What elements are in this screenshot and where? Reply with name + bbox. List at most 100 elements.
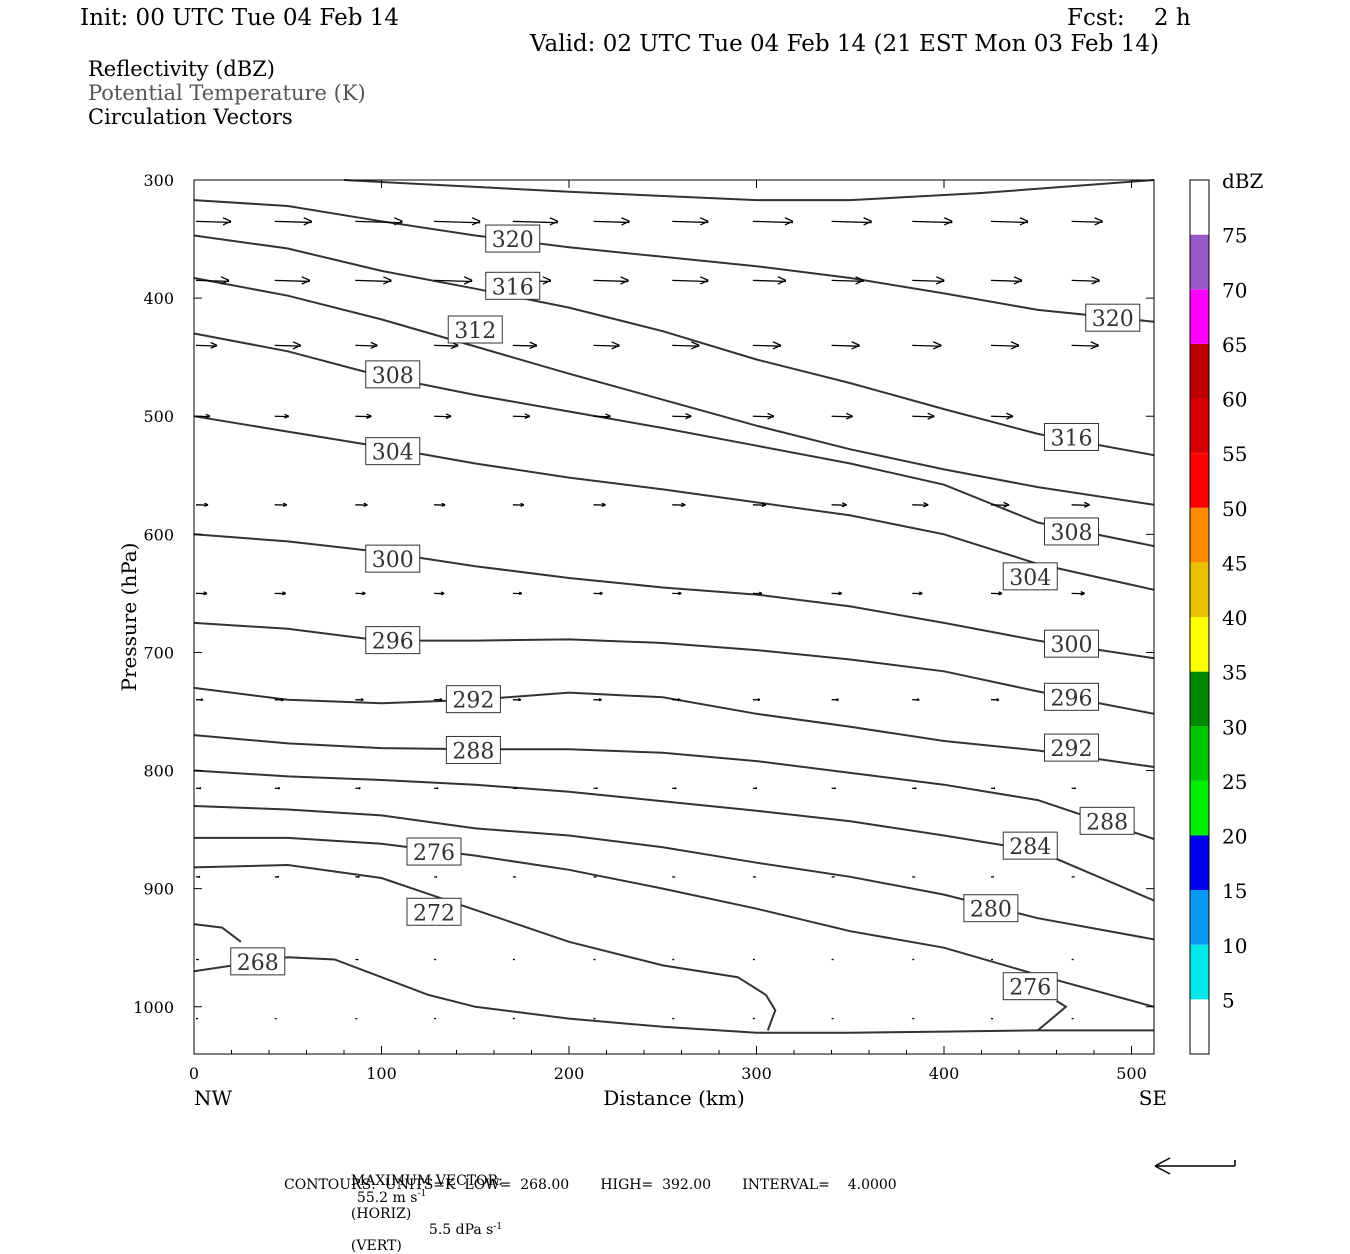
x-tick-label: 300 (741, 1064, 772, 1083)
circulation-vector (991, 342, 1019, 349)
circulation-vector (912, 277, 944, 284)
circulation-vector (753, 413, 774, 419)
circulation-vector (513, 788, 517, 789)
circulation-vector (594, 699, 602, 701)
contour-label: 268 (231, 948, 285, 976)
contour-label: 276 (407, 838, 461, 866)
colorbar-segment (1190, 672, 1209, 727)
contour-label: 300 (1045, 630, 1099, 658)
colorbar-label: 25 (1222, 770, 1247, 794)
circulation-vector (991, 788, 995, 789)
circulation-vector (594, 218, 630, 225)
circulation-vector (196, 592, 207, 595)
max-vector-caption: MAXIMUM VECTOR: 55.2 m s-1 (HORIZ) 5.5 d… (342, 1157, 503, 1254)
svg-text:296: 296 (372, 630, 414, 655)
circulation-vector (753, 277, 786, 284)
svg-text:292: 292 (452, 689, 494, 714)
max-vector-vert-value: 5.5 dPa s (429, 1222, 493, 1238)
circulation-vector (753, 788, 757, 789)
circulation-vector (434, 218, 480, 225)
circulation-vector (513, 699, 521, 701)
contour-labels-layer: 3203163123083043002962922882762722683203… (231, 225, 1140, 1001)
circulation-vector (672, 414, 691, 419)
svg-text:304: 304 (1009, 566, 1051, 591)
x-axis-label: Distance (km) (603, 1086, 745, 1110)
circulation-vector (275, 414, 289, 418)
field-reflectivity: Reflectivity (dBZ) (88, 57, 275, 81)
contour-label: 316 (486, 272, 540, 300)
contour-line-268 (194, 924, 241, 942)
forecast-hour: Fcst: 2 h (1067, 5, 1191, 31)
contour-label: 296 (1045, 683, 1099, 711)
circulation-vector (832, 699, 839, 701)
circulation-vector (513, 218, 558, 225)
circulation-vector (753, 218, 793, 225)
x-tick-label: 0 (189, 1064, 199, 1083)
circulation-vector (594, 277, 629, 284)
colorbar-segment (1190, 562, 1209, 617)
x-tick-label: 100 (366, 1064, 397, 1083)
colorbar-segment (1190, 945, 1209, 1000)
circulation-vector (912, 503, 928, 507)
svg-text:296: 296 (1051, 686, 1093, 711)
circulation-vector (275, 876, 279, 877)
circulation-vector (196, 699, 203, 701)
y-tick-label: 900 (143, 880, 174, 899)
circulation-vector (1072, 342, 1099, 349)
y-tick-label: 600 (143, 525, 174, 544)
circulation-vector (434, 592, 444, 595)
contour-label: 276 (1003, 973, 1057, 1001)
contour-line-288 (194, 735, 1154, 839)
circulation-vector (1072, 592, 1085, 596)
svg-text:300: 300 (1051, 633, 1093, 658)
x-tick-label: 400 (929, 1064, 960, 1083)
contour-label: 288 (446, 736, 500, 764)
circulation-vector (672, 277, 708, 284)
contour-label: 312 (448, 316, 502, 344)
circulation-vector (672, 503, 685, 507)
circulation-vector (275, 503, 287, 506)
svg-text:284: 284 (1009, 835, 1051, 860)
circulation-vector (991, 592, 1002, 595)
colorbar-segment (1190, 617, 1209, 672)
y-tick-label: 500 (143, 407, 174, 426)
circulation-vector (196, 277, 229, 284)
circulation-vector (912, 592, 922, 595)
contour-label: 320 (486, 225, 540, 253)
colorbar-segment (1190, 890, 1209, 945)
circulation-vector (832, 218, 872, 225)
circulation-vector (355, 788, 360, 789)
y-tick-label: 400 (143, 289, 174, 308)
colorbar-segment (1190, 836, 1209, 891)
circulation-vector (434, 414, 451, 419)
svg-text:276: 276 (1009, 976, 1051, 1001)
circulation-vector (355, 503, 367, 506)
circulation-vector (832, 788, 836, 789)
circulation-vector (355, 876, 359, 877)
svg-text:288: 288 (452, 739, 494, 764)
circulation-vector (1072, 277, 1100, 284)
circulation-vector (672, 342, 699, 349)
circulation-vector (832, 342, 860, 349)
circulation-vector (355, 414, 371, 418)
circulation-vector (753, 342, 781, 349)
init-time: Init: 00 UTC Tue 04 Feb 14 (80, 5, 399, 31)
circulation-vector (832, 592, 842, 595)
circulation-vector (196, 503, 208, 506)
field-circulation-vectors: Circulation Vectors (88, 105, 293, 129)
x-tick-label: 200 (554, 1064, 585, 1083)
colorbar-label: 65 (1222, 333, 1247, 357)
circulation-vector (832, 503, 847, 507)
circulation-vector (594, 592, 603, 594)
contour-line-300 (194, 534, 1154, 658)
svg-text:320: 320 (492, 228, 534, 253)
y-tick-label: 700 (143, 643, 174, 662)
max-vector-horiz-unit: (HORIZ) (351, 1206, 411, 1222)
circulation-vector (513, 503, 524, 506)
svg-text:316: 316 (1051, 426, 1093, 451)
colorbar-label: 70 (1222, 278, 1247, 302)
contour-label: 308 (1045, 518, 1099, 546)
svg-text:272: 272 (413, 901, 455, 926)
